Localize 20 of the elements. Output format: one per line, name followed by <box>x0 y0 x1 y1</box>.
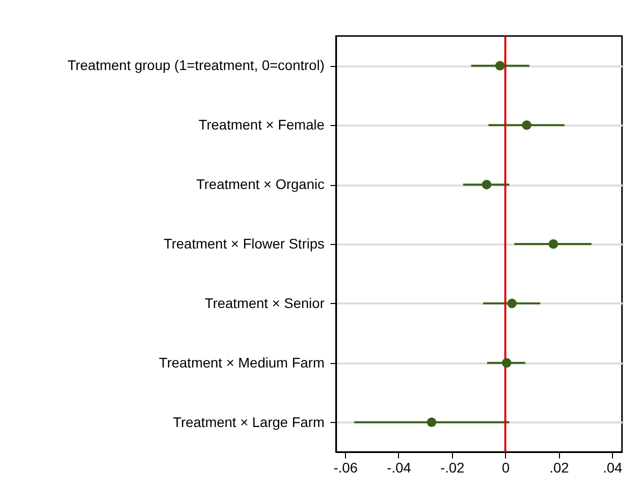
y-tick-label: Treatment × Medium Farm <box>158 354 324 370</box>
x-tick-label: .02 <box>549 460 570 476</box>
y-tick-label: Treatment × Senior <box>204 294 325 311</box>
x-tick-label: .04 <box>602 460 623 476</box>
y-tick-label: Treatment × Female <box>198 116 325 133</box>
point <box>548 239 558 249</box>
x-tick-label: -.04 <box>386 460 412 476</box>
point <box>502 358 512 368</box>
point <box>507 298 517 308</box>
point <box>482 180 492 190</box>
point <box>495 60 505 70</box>
x-tick-label: -.02 <box>440 460 465 476</box>
y-tick-label: Treatment × Flower Strips <box>164 236 324 252</box>
y-tick-label: Treatment × Large Farm <box>172 414 324 430</box>
y-tick-label: Treatment × Organic <box>196 176 324 192</box>
point <box>426 418 436 428</box>
point <box>522 120 532 130</box>
x-tick-label: -.06 <box>334 460 358 476</box>
x-tick-label: 0 <box>502 460 510 476</box>
y-tick-label: Treatment group (1=treatment, 0=control) <box>67 57 324 74</box>
